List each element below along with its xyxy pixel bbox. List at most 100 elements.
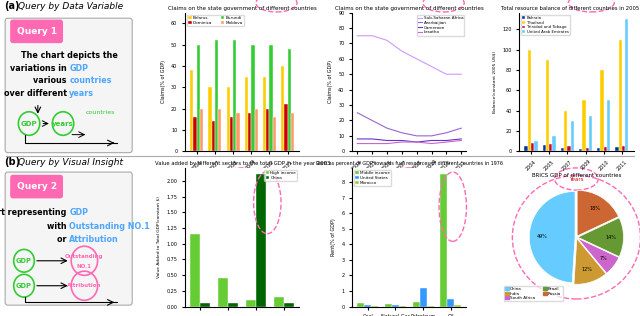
Sub-Saharan Africa <box>428 65 435 69</box>
Text: (a): (a) <box>4 1 19 11</box>
Bar <box>399 306 406 307</box>
Bar <box>281 66 284 151</box>
Azerbaijian <box>398 131 406 135</box>
Lesotho <box>458 139 465 143</box>
Y-axis label: Balance(constant 2005 US$): Balance(constant 2005 US$) <box>493 51 497 113</box>
Text: 49%: 49% <box>537 234 547 239</box>
X-axis label: Years: Years <box>235 177 250 182</box>
Azerbaijian <box>458 126 465 130</box>
Text: various: various <box>33 76 69 85</box>
Sub-Saharan Africa <box>413 57 420 61</box>
Bar <box>589 116 592 151</box>
Text: years: years <box>52 120 74 126</box>
Bar <box>266 109 269 151</box>
Lesotho <box>383 142 391 145</box>
Title: Rent as percent of GDP towards fuel resources of different countries in 1976: Rent as percent of GDP towards fuel reso… <box>316 161 503 166</box>
Sub-Saharan Africa <box>383 39 391 42</box>
Cameroon <box>368 137 376 141</box>
Wedge shape <box>529 191 575 283</box>
Text: Chart representing: Chart representing <box>0 208 69 217</box>
X-axis label: Years: Years <box>402 177 417 182</box>
Bar <box>371 306 378 307</box>
Cameroon <box>353 137 361 141</box>
Text: GDP: GDP <box>16 283 32 289</box>
Azerbaijian <box>383 126 391 130</box>
Legend: High income, China: High income, China <box>264 170 297 181</box>
Bar <box>552 136 556 151</box>
Bar <box>546 60 549 151</box>
Bar <box>357 303 364 307</box>
Y-axis label: Rent(% of GDP): Rent(% of GDP) <box>331 218 336 256</box>
Bar <box>190 234 200 307</box>
Cameroon <box>458 137 465 141</box>
Bar <box>447 299 454 307</box>
Lesotho <box>353 142 361 145</box>
Legend: Middle income, United States, Morocco: Middle income, United States, Morocco <box>354 170 391 186</box>
Sub-Saharan Africa <box>368 34 376 38</box>
Bar <box>236 113 239 151</box>
Bar <box>252 45 255 151</box>
Bar <box>269 45 273 151</box>
Text: Attribution: Attribution <box>67 283 102 288</box>
Legend: Sub-Saharan Africa, Azerbaijian, Cameroon, Lesotho: Sub-Saharan Africa, Azerbaijian, Cameroo… <box>417 15 465 36</box>
Title: Value added by different sectors to the total GDP in the year 2003: Value added by different sectors to the … <box>154 161 330 166</box>
Bar <box>230 117 233 151</box>
Bar <box>600 70 604 151</box>
Azerbaijian <box>443 131 451 135</box>
Cameroon <box>398 139 406 143</box>
Bar <box>385 304 392 307</box>
Bar <box>427 306 433 307</box>
Bar <box>528 50 531 151</box>
Bar <box>413 302 420 307</box>
Cameroon <box>443 139 451 143</box>
Bar <box>248 113 252 151</box>
Text: Outstanding: Outstanding <box>65 254 104 259</box>
Bar <box>420 288 427 307</box>
X-axis label: Years: Years <box>569 177 584 182</box>
Bar <box>284 104 287 151</box>
Azerbaijian <box>353 111 361 115</box>
Y-axis label: Value Added to Total GDP(constant $): Value Added to Total GDP(constant $) <box>157 196 161 278</box>
Bar <box>454 305 461 307</box>
Bar <box>193 117 196 151</box>
Bar <box>284 303 294 307</box>
Text: Attribution: Attribution <box>69 235 119 245</box>
Bar <box>256 174 266 307</box>
Bar <box>196 45 200 151</box>
Cameroon <box>383 139 391 143</box>
Bar <box>364 305 371 307</box>
Text: GDP: GDP <box>69 64 88 73</box>
Sub-Saharan Africa <box>458 72 465 76</box>
Bar <box>571 121 574 151</box>
Bar <box>218 109 221 151</box>
Text: countries: countries <box>86 110 115 115</box>
Bar <box>586 148 589 151</box>
Y-axis label: Claims(% of GDP): Claims(% of GDP) <box>161 60 166 103</box>
Bar <box>561 148 564 151</box>
Text: 7%: 7% <box>600 256 607 261</box>
Bar <box>215 40 218 151</box>
Bar <box>597 148 600 151</box>
Bar <box>534 141 538 151</box>
Line: Cameroon: Cameroon <box>357 139 461 142</box>
Line: Lesotho: Lesotho <box>357 141 461 143</box>
Title: Claims on the state government of different countries: Claims on the state government of differ… <box>335 6 484 11</box>
Lesotho <box>398 140 406 144</box>
Bar <box>233 40 236 151</box>
Lesotho <box>428 142 435 145</box>
Bar <box>625 19 628 151</box>
Bar <box>524 146 528 151</box>
Legend: Belarus, Dominica, Burundi, Moldova: Belarus, Dominica, Burundi, Moldova <box>187 15 244 26</box>
Lesotho <box>413 140 420 144</box>
Text: 18%: 18% <box>589 206 600 211</box>
Text: Query 1: Query 1 <box>17 27 57 36</box>
Bar <box>263 76 266 151</box>
FancyBboxPatch shape <box>10 20 63 43</box>
Text: Query by Data Variable: Query by Data Variable <box>18 2 123 11</box>
Bar <box>543 145 546 151</box>
Bar <box>228 303 238 307</box>
Sub-Saharan Africa <box>353 34 361 38</box>
Text: 12%: 12% <box>582 267 593 272</box>
Bar <box>287 49 291 151</box>
Bar <box>275 297 284 307</box>
